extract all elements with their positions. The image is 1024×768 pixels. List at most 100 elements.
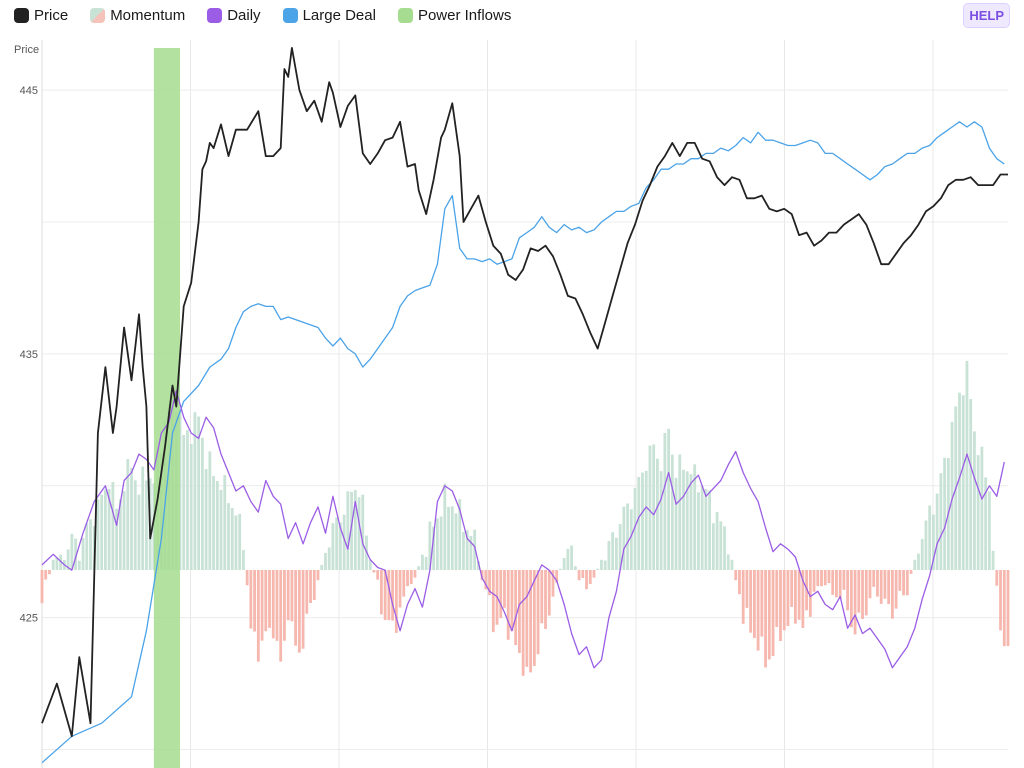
momentum-bar bbox=[219, 489, 223, 570]
momentum-bar bbox=[570, 545, 574, 570]
momentum-bar bbox=[600, 559, 603, 570]
momentum-bar bbox=[245, 570, 249, 586]
momentum-bar bbox=[902, 570, 905, 596]
momentum-bar bbox=[48, 570, 51, 575]
momentum-bar bbox=[678, 454, 682, 570]
momentum-bar bbox=[648, 445, 652, 570]
momentum-bar bbox=[40, 570, 44, 604]
help-button[interactable]: HELP bbox=[963, 3, 1010, 28]
momentum-bar bbox=[283, 570, 286, 641]
momentum-bars bbox=[40, 360, 1010, 676]
momentum-bar bbox=[641, 472, 644, 570]
momentum-bar bbox=[614, 537, 618, 570]
momentum-bar bbox=[827, 570, 831, 584]
momentum-bar bbox=[588, 570, 592, 585]
momentum-bar bbox=[137, 494, 141, 570]
price-line bbox=[41, 47, 1008, 738]
momentum-bar bbox=[1002, 570, 1006, 647]
momentum-bar bbox=[353, 489, 357, 570]
momentum-bar bbox=[391, 570, 394, 621]
momentum-bar bbox=[745, 570, 749, 608]
momentum-bar bbox=[555, 570, 559, 583]
grid bbox=[41, 40, 1008, 768]
momentum-bar bbox=[987, 491, 991, 570]
momentum-bar bbox=[644, 470, 648, 570]
momentum-bar bbox=[89, 519, 92, 570]
legend-swatch-power-inflows bbox=[397, 7, 413, 23]
legend-item-large-deal[interactable]: Large Deal bbox=[282, 7, 376, 24]
momentum-bar bbox=[394, 570, 398, 633]
momentum-bar bbox=[969, 399, 973, 570]
momentum-bar bbox=[697, 492, 700, 570]
legend-item-price[interactable]: Price bbox=[14, 7, 68, 24]
momentum-bar bbox=[447, 506, 450, 570]
momentum-bar bbox=[331, 523, 335, 570]
momentum-bar bbox=[529, 570, 532, 673]
momentum-bar bbox=[857, 570, 861, 613]
momentum-bar bbox=[230, 508, 234, 570]
momentum-bar bbox=[406, 570, 409, 587]
momentum-bar bbox=[514, 570, 518, 646]
momentum-bar bbox=[316, 570, 320, 581]
momentum-bar bbox=[510, 570, 514, 632]
momentum-bar bbox=[402, 570, 406, 597]
momentum-bar bbox=[111, 482, 115, 570]
momentum-bar bbox=[980, 446, 984, 570]
momentum-bar bbox=[197, 416, 201, 570]
momentum-bar bbox=[462, 531, 465, 570]
momentum-bar bbox=[920, 538, 924, 570]
momentum-bar bbox=[958, 392, 961, 570]
momentum-bar bbox=[77, 560, 81, 570]
momentum-bar bbox=[476, 561, 480, 570]
momentum-bar bbox=[208, 451, 212, 570]
momentum-bar bbox=[350, 491, 353, 570]
momentum-bar bbox=[566, 548, 570, 570]
momentum-bar bbox=[764, 570, 767, 668]
legend-item-momentum[interactable]: Momentum bbox=[90, 7, 185, 24]
momentum-bar bbox=[297, 570, 301, 653]
momentum-bar bbox=[741, 570, 745, 624]
y-axis: Price 425 435 445 bbox=[14, 44, 39, 625]
momentum-bar bbox=[670, 454, 674, 570]
momentum-bar bbox=[130, 467, 133, 570]
momentum-bar bbox=[469, 536, 473, 570]
momentum-bar bbox=[790, 570, 794, 607]
momentum-bar bbox=[924, 520, 928, 570]
momentum-bar bbox=[547, 570, 551, 616]
momentum-bar bbox=[409, 570, 413, 585]
momentum-bar bbox=[439, 516, 443, 570]
momentum-bar bbox=[380, 570, 383, 615]
legend-item-daily[interactable]: Daily bbox=[207, 7, 261, 24]
momentum-bar bbox=[260, 570, 264, 641]
momentum-bar bbox=[268, 570, 271, 628]
momentum-bar bbox=[264, 570, 268, 632]
momentum-bar bbox=[756, 570, 760, 651]
momentum-bar bbox=[104, 489, 107, 570]
momentum-bar bbox=[812, 570, 816, 592]
legend: Price Momentum Daily Large Deal Power In… bbox=[14, 4, 533, 26]
momentum-bar bbox=[503, 570, 506, 608]
momentum-bar bbox=[204, 468, 208, 570]
momentum-bar bbox=[752, 570, 756, 638]
momentum-bar bbox=[674, 477, 678, 570]
large-deal-line bbox=[41, 121, 1005, 764]
momentum-bar bbox=[338, 522, 342, 570]
momentum-bar bbox=[465, 530, 469, 570]
momentum-bar bbox=[976, 455, 980, 570]
momentum-bar bbox=[443, 483, 447, 570]
momentum-bar bbox=[939, 473, 943, 570]
momentum-bar bbox=[853, 570, 857, 635]
legend-item-power-inflows[interactable]: Power Inflows bbox=[397, 7, 511, 24]
momentum-bar bbox=[794, 570, 797, 624]
momentum-bar bbox=[256, 570, 260, 662]
momentum-bar bbox=[518, 570, 521, 653]
momentum-bar bbox=[122, 490, 126, 570]
momentum-bar bbox=[876, 570, 879, 597]
momentum-bar bbox=[585, 570, 588, 590]
momentum-bar bbox=[189, 444, 193, 570]
momentum-bar bbox=[864, 570, 868, 616]
momentum-bar bbox=[126, 459, 130, 570]
momentum-bar bbox=[286, 570, 290, 621]
momentum-bar bbox=[831, 570, 835, 595]
